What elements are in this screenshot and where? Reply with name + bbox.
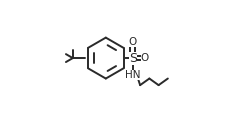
Text: S: S [129, 52, 137, 65]
Text: O: O [141, 53, 149, 63]
Text: HN: HN [125, 70, 141, 80]
Text: O: O [129, 37, 137, 47]
